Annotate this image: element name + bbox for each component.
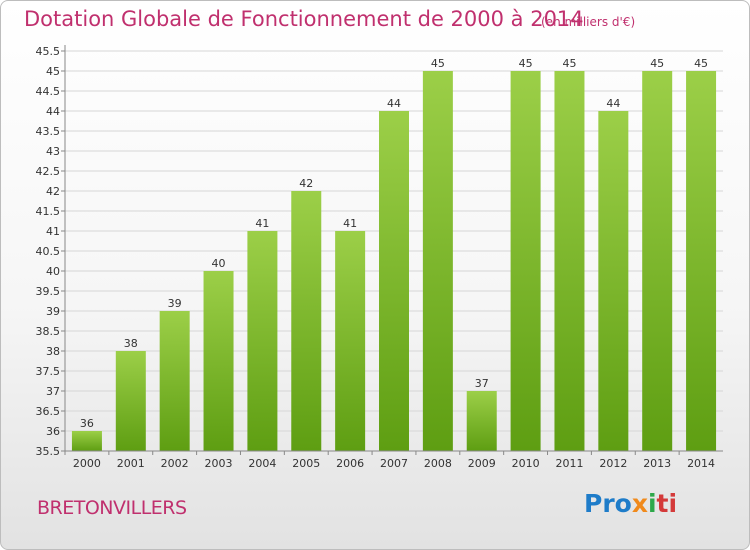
- x-tick-label: 2010: [512, 457, 540, 470]
- logo-part-4: ti: [656, 489, 678, 518]
- bar-2012: [598, 111, 629, 451]
- bar-2003: [203, 271, 234, 451]
- y-tick-label: 41: [46, 225, 60, 238]
- y-tick-label: 37.5: [36, 365, 61, 378]
- y-tick-label: 41.5: [36, 205, 61, 218]
- y-tick-label: 35.5: [36, 445, 61, 458]
- y-tick-label: 45: [46, 65, 60, 78]
- bar-2010: [510, 71, 541, 451]
- x-tick-label: 2001: [117, 457, 145, 470]
- place-name: BRETONVILLERS: [37, 497, 187, 519]
- y-axis-ticks: 35.5 36 36.5 37 37.5 38 38.5 39 39.5 40 40.5 41 41.5…: [36, 45, 65, 458]
- value-label-2006: 41: [343, 217, 357, 230]
- y-tick-label: 44.5: [36, 85, 61, 98]
- value-label-2013: 45: [650, 57, 664, 70]
- value-label-2001: 38: [124, 337, 138, 350]
- y-tick-label: 39.5: [36, 285, 61, 298]
- chart-subtitle: (en milliers d'€): [541, 15, 636, 29]
- x-tick-label: 2008: [424, 457, 452, 470]
- logo-part-3: i: [647, 489, 657, 518]
- value-label-2003: 40: [212, 257, 226, 270]
- value-label-2000: 36: [80, 417, 94, 430]
- y-tick-label: 42: [46, 185, 60, 198]
- proxiti-logo: Proxiti: [584, 489, 677, 518]
- y-tick-label: 45.5: [36, 45, 61, 58]
- y-tick-label: 43: [46, 145, 60, 158]
- y-tick-label: 38: [46, 345, 60, 358]
- y-tick-label: 44: [46, 105, 60, 118]
- bar-2005: [291, 191, 322, 451]
- value-label-2008: 45: [431, 57, 445, 70]
- value-label-2009: 37: [475, 377, 489, 390]
- bar-2013: [642, 71, 673, 451]
- x-tick-label: 2006: [336, 457, 364, 470]
- bar-2001: [115, 351, 146, 451]
- bar-2009: [466, 391, 497, 451]
- bars: [71, 71, 717, 451]
- bar-2004: [247, 231, 278, 451]
- bar-2000: [71, 431, 102, 451]
- value-label-2007: 44: [387, 97, 401, 110]
- value-label-2014: 45: [694, 57, 708, 70]
- value-labels: 36 38 39 40 41 42 41 44 45 37 45 45 44 45 45: [80, 57, 708, 430]
- y-tick-label: 36.5: [36, 405, 61, 418]
- y-tick-label: 37: [46, 385, 60, 398]
- y-tick-label: 36: [46, 425, 60, 438]
- y-tick-label: 39: [46, 305, 60, 318]
- y-tick-label: 40: [46, 265, 60, 278]
- x-tick-label: 2013: [643, 457, 671, 470]
- value-label-2010: 45: [519, 57, 533, 70]
- x-axis-ticks: 2000 2001 2002 2003 2004 2005 2006 2007 2008 2009…: [64, 451, 715, 470]
- y-tick-label: 40.5: [36, 245, 61, 258]
- bar-2011: [554, 71, 585, 451]
- value-label-2004: 41: [255, 217, 269, 230]
- value-label-2011: 45: [562, 57, 576, 70]
- y-tick-label: 43.5: [36, 125, 61, 138]
- x-tick-label: 2002: [161, 457, 189, 470]
- logo-part-2: x: [631, 489, 648, 518]
- x-tick-label: 2007: [380, 457, 408, 470]
- x-tick-label: 2009: [468, 457, 496, 470]
- bar-2014: [686, 71, 717, 451]
- x-tick-label: 2014: [687, 457, 715, 470]
- bar-2007: [379, 111, 409, 451]
- axes: [64, 45, 723, 452]
- value-label-2012: 44: [606, 97, 620, 110]
- x-tick-label: 2005: [292, 457, 320, 470]
- x-tick-label: 2011: [555, 457, 583, 470]
- logo-part-1: Pro: [584, 489, 632, 518]
- chart-title: Dotation Globale de Fonctionnement de 20…: [24, 7, 584, 31]
- value-label-2002: 39: [168, 297, 182, 310]
- y-tick-label: 38.5: [36, 325, 61, 338]
- bar-2002: [159, 311, 190, 451]
- bar-2008: [422, 71, 453, 451]
- bar-2006: [335, 231, 366, 451]
- x-tick-label: 2000: [73, 457, 101, 470]
- x-tick-label: 2004: [248, 457, 276, 470]
- x-tick-label: 2003: [205, 457, 233, 470]
- value-label-2005: 42: [299, 177, 313, 190]
- x-tick-label: 2012: [599, 457, 627, 470]
- y-tick-label: 42.5: [36, 165, 61, 178]
